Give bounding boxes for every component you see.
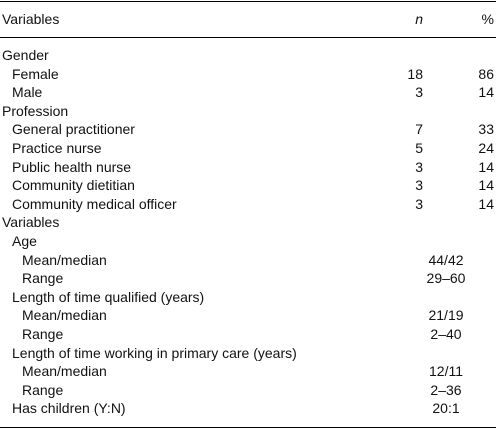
row-value: 21/19: [428, 307, 464, 324]
row-pct: 33: [478, 121, 494, 138]
group-title: Has children (Y:N): [12, 400, 126, 417]
row-n: 3: [415, 84, 423, 101]
section-title: Profession: [2, 102, 69, 119]
row-label: Range: [22, 326, 64, 342]
row-n: 5: [415, 140, 423, 156]
row-pct: 14: [478, 195, 494, 212]
row-label: Mean/median: [22, 363, 107, 380]
header-pct: %: [481, 11, 494, 27]
row-value: 2–40: [430, 326, 462, 342]
row-n: 3: [415, 158, 423, 175]
row-label: Practice nurse: [12, 140, 102, 156]
row-label: Community medical officer: [12, 195, 177, 212]
row-label: Range: [22, 381, 64, 398]
row-label: Public health nurse: [12, 158, 132, 175]
row-n: 3: [415, 177, 423, 194]
row-label: Mean/median: [22, 251, 107, 268]
row-pct: 86: [478, 65, 494, 82]
section-title: Variables: [2, 214, 60, 231]
group-title: Length of time qualified (years): [12, 288, 205, 305]
row-n: 7: [415, 121, 423, 138]
section-title: Gender: [2, 47, 49, 63]
row-label: Mean/median: [22, 307, 107, 324]
row-pct: 14: [478, 177, 494, 194]
row-label: Range: [22, 270, 64, 287]
row-n: 18: [407, 65, 423, 82]
row-n: 3: [415, 195, 423, 212]
group-title: Length of time working in primary care (…: [12, 344, 297, 361]
row-value: 2–36: [430, 381, 462, 398]
row-label: General practitioner: [12, 121, 135, 138]
row-label: Female: [12, 65, 59, 82]
row-value: 44/42: [428, 251, 464, 268]
row-pct: 14: [478, 158, 494, 175]
group-value: 20:1: [432, 400, 460, 417]
header-rule: [0, 37, 496, 38]
bottom-rule: [0, 427, 496, 428]
row-value: 12/11: [429, 363, 463, 380]
row-pct: 14: [478, 84, 494, 101]
header-n: n: [415, 11, 423, 27]
row-label: Male: [12, 84, 43, 101]
row-value: 29–60: [426, 270, 466, 287]
group-title: Age: [12, 233, 37, 249]
top-rule: [0, 1, 496, 2]
header-variables: Variables: [2, 11, 60, 27]
row-pct: 24: [478, 140, 494, 156]
row-label: Community dietitian: [12, 177, 135, 194]
